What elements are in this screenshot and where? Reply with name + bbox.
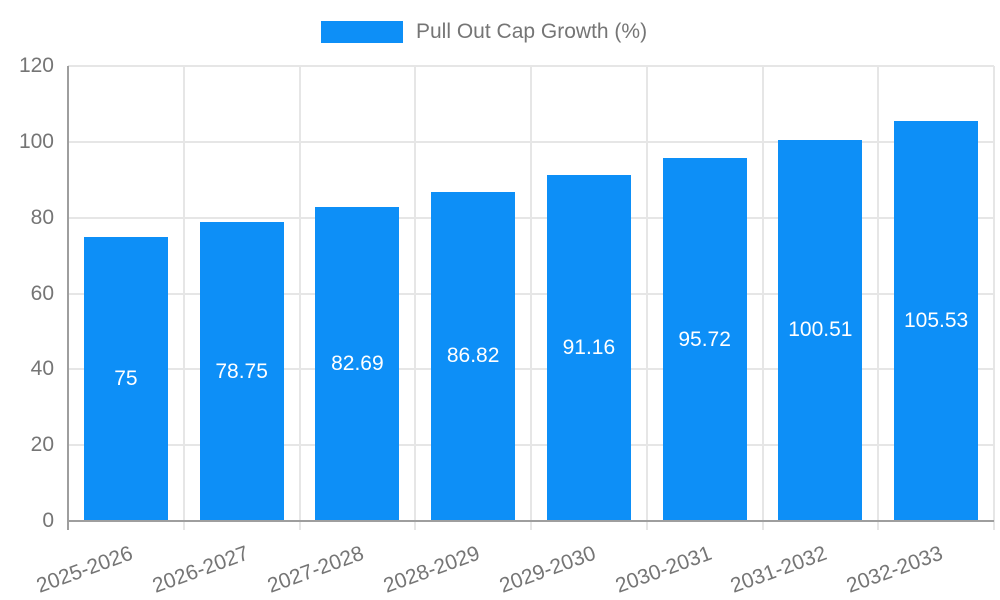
v-gridline xyxy=(182,66,185,530)
bar[interactable]: 78.75 xyxy=(199,222,284,521)
bar[interactable]: 95.72 xyxy=(662,158,747,521)
y-tick-label: 40 xyxy=(30,357,54,381)
v-gridline xyxy=(530,66,532,530)
bar-value-label: 100.51 xyxy=(788,318,853,342)
bar[interactable]: 100.51 xyxy=(778,139,863,521)
bar[interactable]: 75 xyxy=(83,236,168,521)
v-gridline xyxy=(645,66,648,530)
bar-value-label: 86.82 xyxy=(446,344,500,368)
legend-swatch xyxy=(321,21,403,43)
bar-value-label: 95.72 xyxy=(678,327,731,351)
bar-value-label: 105.53 xyxy=(904,308,969,332)
y-tick-label: 60 xyxy=(30,281,54,305)
x-axis-line xyxy=(67,520,994,522)
y-tick-label: 0 xyxy=(42,509,54,532)
y-axis-line xyxy=(67,66,69,530)
v-gridline xyxy=(414,66,417,530)
bar-value-label: 91.16 xyxy=(562,336,616,360)
bar-value-label: 75 xyxy=(114,366,138,390)
bar[interactable]: 86.82 xyxy=(431,191,516,521)
chart-legend: Pull Out Cap Growth (%) xyxy=(321,20,647,44)
bar[interactable]: 91.16 xyxy=(546,175,631,521)
y-tick-label: 120 xyxy=(18,54,54,77)
y-tick-label: 20 xyxy=(30,433,54,457)
v-gridline xyxy=(761,66,764,530)
v-gridline xyxy=(993,66,995,530)
v-gridline xyxy=(877,66,880,530)
bar-value-label: 78.75 xyxy=(215,359,268,383)
bar-value-label: 82.69 xyxy=(331,352,384,376)
bar[interactable]: 105.53 xyxy=(894,120,979,521)
y-tick-label: 80 xyxy=(30,205,54,229)
legend-label: Pull Out Cap Growth (%) xyxy=(416,20,648,43)
y-tick-label: 100 xyxy=(18,129,54,153)
v-gridline xyxy=(298,66,301,530)
bar[interactable]: 82.69 xyxy=(315,207,400,521)
